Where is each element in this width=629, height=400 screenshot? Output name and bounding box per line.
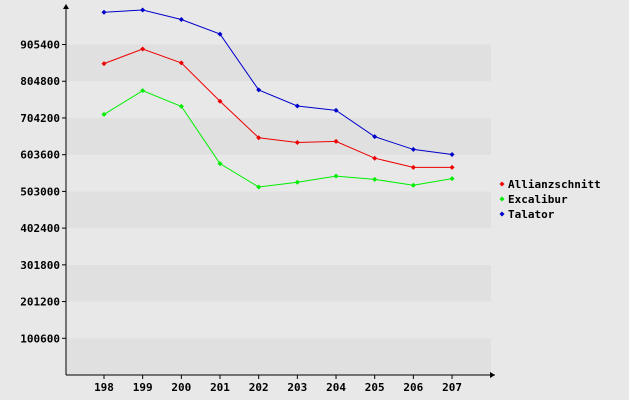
legend-label: Allianzschnitt <box>508 178 601 191</box>
legend-marker <box>499 196 505 202</box>
series-line <box>103 9 453 156</box>
data-point <box>372 155 378 161</box>
data-point <box>178 103 184 109</box>
series-line <box>103 90 453 188</box>
y-tick-label: 804800 <box>20 75 60 88</box>
grid-band <box>66 228 491 265</box>
data-point <box>217 31 223 37</box>
data-point <box>294 103 300 109</box>
data-point <box>178 16 184 22</box>
data-point <box>410 146 416 152</box>
data-point <box>410 182 416 188</box>
data-point <box>256 87 262 93</box>
data-point <box>410 164 416 170</box>
x-tick-label: 203 <box>287 381 307 394</box>
chart-axes <box>63 4 495 378</box>
data-point <box>294 139 300 145</box>
series-lines <box>101 7 455 190</box>
x-axis-ticks: 198 199 200 201 202 203 204 205 206 207 <box>94 375 462 394</box>
x-tick-label: 207 <box>442 381 462 394</box>
legend-label: Talator <box>508 208 555 221</box>
data-point <box>449 152 455 158</box>
data-point <box>372 176 378 182</box>
x-axis-arrow <box>490 372 495 378</box>
grid-band <box>66 301 491 339</box>
x-tick-label: 200 <box>171 381 191 394</box>
grid-band <box>66 81 491 118</box>
data-point <box>178 60 184 66</box>
legend-marker <box>499 211 505 217</box>
x-tick-label: 206 <box>403 381 423 394</box>
data-point <box>140 7 146 13</box>
x-tick-label: 199 <box>133 381 153 394</box>
legend-label: Excalibur <box>508 193 568 206</box>
data-point <box>333 173 339 179</box>
x-tick-label: 204 <box>326 381 346 394</box>
data-point <box>294 179 300 185</box>
grid-band <box>66 10 491 45</box>
data-point <box>256 135 262 141</box>
chart-legend: Allianzschnitt Excalibur Talator <box>499 178 601 221</box>
y-tick-label: 905400 <box>20 39 60 52</box>
grid-band <box>66 117 491 155</box>
y-tick-label: 503000 <box>20 185 60 198</box>
series-line <box>103 48 453 168</box>
legend-marker <box>499 181 505 187</box>
y-tick-label: 301800 <box>20 259 60 272</box>
data-point <box>140 88 146 94</box>
data-point <box>217 161 223 167</box>
y-tick-label: 402400 <box>20 222 60 235</box>
data-point <box>333 138 339 144</box>
data-point <box>101 61 107 67</box>
data-point <box>140 46 146 52</box>
data-point <box>449 176 455 182</box>
y-tick-label: 100600 <box>20 332 60 345</box>
grid-band <box>66 264 491 302</box>
y-axis-ticks: 100600 201200 301800 402400 503000 603600 7042… <box>20 39 66 345</box>
data-point <box>256 184 262 190</box>
x-tick-label: 205 <box>365 381 385 394</box>
grid-band <box>66 338 491 375</box>
data-point <box>101 111 107 117</box>
grid-band <box>66 154 491 192</box>
data-point <box>372 134 378 140</box>
grid-bands <box>66 10 491 375</box>
grid-band <box>66 44 491 82</box>
y-tick-label: 704200 <box>20 112 60 125</box>
data-point <box>217 98 223 104</box>
y-axis-arrow <box>63 4 69 9</box>
data-point <box>333 107 339 113</box>
y-tick-label: 603600 <box>20 149 60 162</box>
data-point <box>101 9 107 15</box>
y-tick-label: 201200 <box>20 296 60 309</box>
data-point <box>449 164 455 170</box>
x-tick-label: 198 <box>94 381 114 394</box>
x-tick-label: 202 <box>249 381 269 394</box>
x-tick-label: 201 <box>210 381 230 394</box>
grid-band <box>66 191 491 229</box>
